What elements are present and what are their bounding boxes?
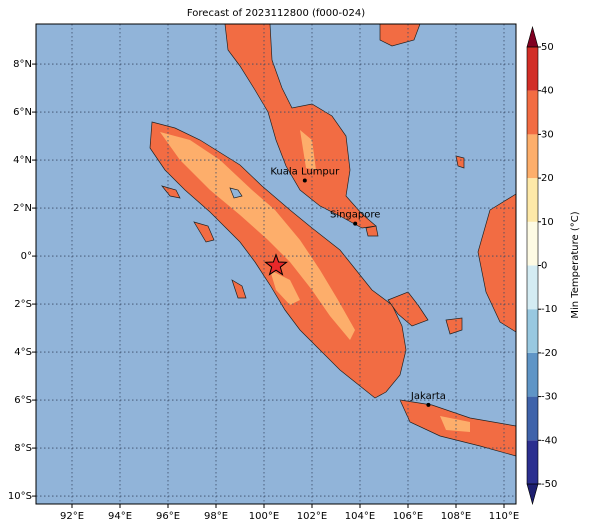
- city-dot: [426, 402, 431, 407]
- colorbar-tick-label: 10: [541, 217, 554, 228]
- colorbar-tick-label: -10: [541, 304, 557, 315]
- colorbar-tick-label: 30: [541, 129, 554, 140]
- colorbar-bin: [527, 440, 538, 484]
- map-frame: [35, 23, 517, 505]
- x-tick-label: 108°E: [441, 511, 471, 522]
- colorbar-bin: [527, 178, 538, 222]
- x-tick-label: 102°E: [297, 511, 327, 522]
- x-tick-label: 96°E: [156, 511, 180, 522]
- lake: [229, 187, 243, 199]
- x-tick-label: 106°E: [393, 511, 423, 522]
- cities: Kuala Lumpur Singapore Jakarta: [264, 166, 446, 407]
- colorbar-tick-label: -50: [541, 479, 557, 490]
- y-tick-label: 8°S: [14, 443, 32, 454]
- axis-ticks: 92°E 94°E 96°E 98°E 100°E 102°E 104°E 106°E 108°…: [8, 59, 519, 522]
- colorbar-bin: [527, 90, 538, 135]
- colorbar-bin: [527, 265, 538, 310]
- colorbar-tick-label: -30: [541, 392, 557, 403]
- colorbar-bin: [527, 396, 538, 441]
- colorbar-label: Min Temperature (°C): [570, 211, 581, 318]
- y-tick-label: 4°N: [13, 155, 32, 166]
- colorbar-tick-label: -20: [541, 348, 557, 359]
- map-area: Kuala Lumpur Singapore Jakarta: [36, 24, 516, 504]
- x-tick-label: 92°E: [60, 511, 84, 522]
- location-marker: [264, 253, 288, 276]
- colorbar-tick-label: 50: [541, 42, 554, 53]
- y-tick-label: 8°N: [13, 59, 32, 70]
- city-dot: [302, 178, 307, 183]
- colorbar-bin: [527, 134, 538, 179]
- y-tick-label: 4°S: [14, 347, 32, 358]
- y-tick-label: 0°: [21, 251, 32, 262]
- y-tick-label: 6°S: [14, 395, 32, 406]
- colorbar-tick-label: -40: [541, 435, 557, 446]
- colorbar-extend-high: [526, 25, 539, 48]
- y-tick-label: 6°N: [13, 107, 32, 118]
- city-dot: [353, 221, 358, 226]
- x-tick-label: 100°E: [249, 511, 279, 522]
- y-tick-label: 2°N: [13, 203, 32, 214]
- colorbar-extend-low: [526, 483, 539, 506]
- x-tick-label: 104°E: [345, 511, 375, 522]
- colorbar-bin: [527, 221, 538, 266]
- x-tick-label: 98°E: [204, 511, 228, 522]
- y-tick-label: 10°S: [8, 491, 32, 502]
- x-tick-label: 94°E: [108, 511, 132, 522]
- graticule: [36, 24, 516, 504]
- y-tick-label: 2°S: [14, 299, 32, 310]
- colorbar-bin: [527, 352, 538, 397]
- colorbar-tick-label: 20: [541, 173, 554, 184]
- city-label: Jakarta: [410, 391, 446, 402]
- city-label: Singapore: [330, 210, 380, 221]
- x-tick-label: 110°E: [489, 511, 519, 522]
- colorbar-bin: [527, 47, 538, 91]
- colorbar: -50 -40 -30 -20 -10 0 10 20 30 40 50: [526, 25, 557, 506]
- title: Forecast of 2023112800 (f000-024): [187, 8, 365, 19]
- colorbar-tick-label: 40: [541, 86, 554, 97]
- city-label: Kuala Lumpur: [270, 166, 340, 177]
- colorbar-tick-label: 0: [541, 261, 547, 272]
- colorbar-bin: [527, 309, 538, 353]
